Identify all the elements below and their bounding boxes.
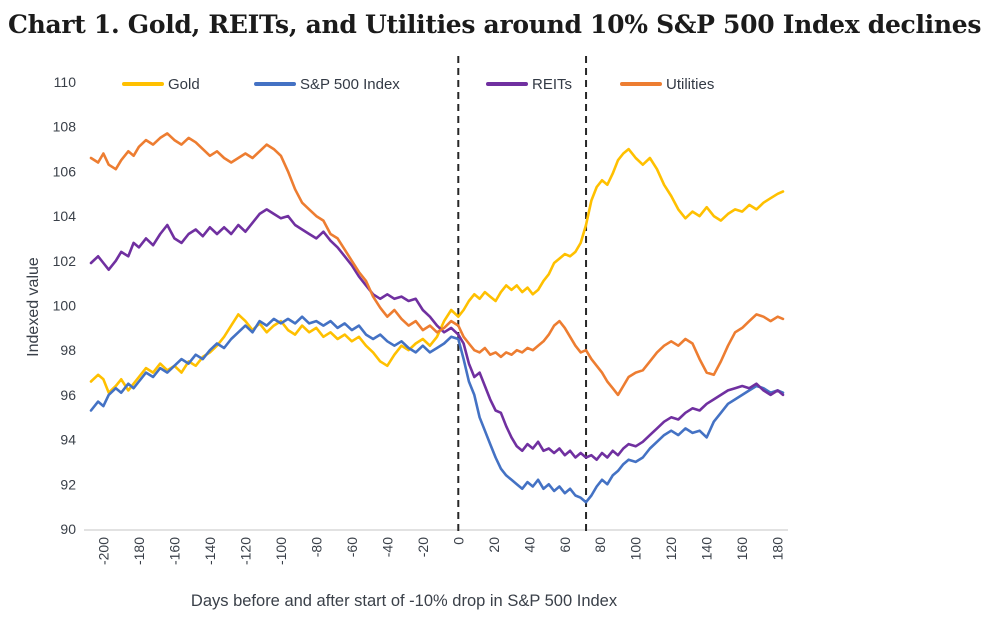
x-tick-label: -100 bbox=[273, 537, 289, 565]
chart-title: Chart 1. Gold, REITs, and Utilities arou… bbox=[8, 10, 982, 39]
legend-swatch bbox=[486, 82, 528, 86]
y-tick-label: 106 bbox=[53, 163, 77, 179]
x-tick-label: -120 bbox=[237, 537, 253, 565]
x-tick-label: -20 bbox=[415, 537, 431, 557]
y-tick-label: 98 bbox=[60, 342, 76, 358]
x-tick-label: -200 bbox=[95, 537, 111, 565]
y-axis-title: Indexed value bbox=[25, 257, 42, 357]
y-tick-label: 110 bbox=[54, 74, 77, 90]
series-line-utilities bbox=[89, 132, 785, 397]
legend-item-reits: REITs bbox=[486, 74, 572, 94]
y-tick-label: 96 bbox=[60, 387, 76, 403]
x-tick-label: 80 bbox=[592, 537, 608, 553]
x-tick-label: 100 bbox=[628, 537, 644, 561]
legend-label: S&P 500 Index bbox=[300, 75, 400, 93]
x-tick-label: 140 bbox=[699, 537, 715, 561]
x-tick-label: 0 bbox=[450, 537, 466, 545]
y-tick-label: 90 bbox=[60, 521, 76, 537]
series-line-s-p-500-index bbox=[89, 315, 785, 504]
y-tick-label: 104 bbox=[53, 208, 77, 224]
legend-label: REITs bbox=[532, 75, 573, 93]
legend-label: Utilities bbox=[666, 75, 715, 93]
x-tick-label: -40 bbox=[379, 537, 395, 557]
x-tick-label: 120 bbox=[663, 537, 679, 561]
x-tick-label: 180 bbox=[770, 537, 786, 561]
y-tick-label: 92 bbox=[60, 476, 76, 492]
x-tick-label: -80 bbox=[308, 537, 324, 557]
x-tick-label: 40 bbox=[521, 537, 537, 553]
x-tick-label: 60 bbox=[557, 537, 573, 553]
legend-swatch bbox=[254, 82, 296, 86]
x-tick-label: -180 bbox=[131, 537, 147, 565]
legend-item-s-p-500-index: S&P 500 Index bbox=[254, 74, 400, 94]
legend-swatch bbox=[122, 82, 164, 86]
x-tick-label: 160 bbox=[734, 537, 750, 561]
x-tick-label: -160 bbox=[166, 537, 182, 565]
y-tick-label: 102 bbox=[53, 253, 77, 269]
x-tick-label: -60 bbox=[344, 537, 360, 557]
legend-item-utilities: Utilities bbox=[620, 74, 714, 94]
x-tick-label: -140 bbox=[202, 537, 218, 565]
legend-item-gold: Gold bbox=[122, 74, 200, 94]
series-line-reits bbox=[89, 208, 785, 462]
x-tick-label: 20 bbox=[486, 537, 502, 553]
y-tick-label: 108 bbox=[53, 119, 77, 135]
y-tick-label: 100 bbox=[53, 298, 77, 314]
x-axis-title: Days before and after start of -10% drop… bbox=[190, 592, 618, 610]
legend-swatch bbox=[620, 82, 662, 86]
y-tick-label: 94 bbox=[60, 432, 76, 448]
legend-label: Gold bbox=[168, 75, 200, 93]
